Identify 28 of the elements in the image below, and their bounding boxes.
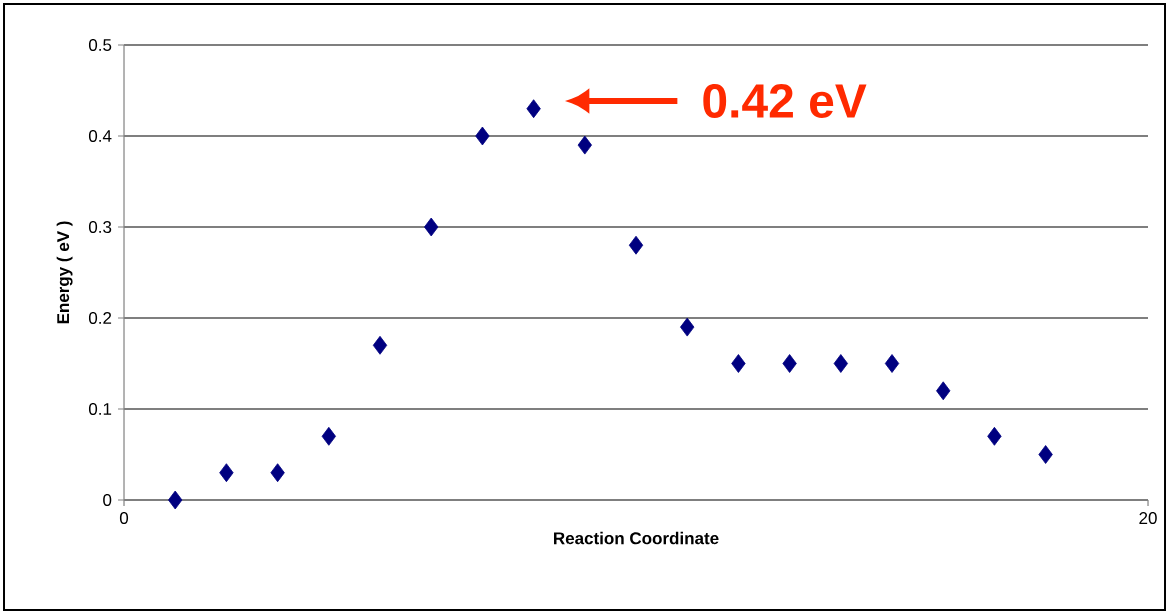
y-tick-label: 0.1 (88, 402, 112, 416)
point (321, 426, 336, 446)
point (424, 217, 439, 237)
point (168, 490, 183, 510)
point (475, 126, 490, 146)
y-tick-label: 0 (103, 493, 112, 507)
y-tick-label: 0.2 (88, 311, 112, 325)
point (731, 354, 746, 373)
annotation: 0.42 eV (703, 83, 867, 118)
y-tick-label: 0.3 (88, 220, 112, 234)
point (936, 381, 951, 401)
point (782, 354, 797, 373)
y-tick-label: 0.4 (88, 129, 112, 143)
x-tick-label: 20 (1139, 512, 1157, 525)
x-axis-title: Reaction Coordinate (554, 531, 719, 545)
point (987, 426, 1002, 446)
point (628, 235, 644, 255)
point (270, 463, 285, 483)
point (577, 135, 592, 155)
point (219, 463, 234, 483)
y-tick-label: 0.5 (88, 38, 112, 52)
point (680, 317, 695, 337)
point (884, 354, 900, 373)
y-axis-title: Energy ( eV ) (56, 221, 73, 324)
point (526, 99, 541, 119)
point (833, 354, 848, 373)
point (1038, 445, 1053, 464)
point (372, 335, 388, 355)
